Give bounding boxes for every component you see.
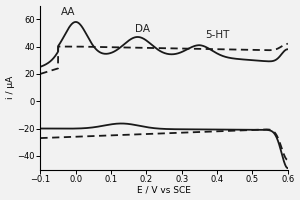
Text: DA: DA xyxy=(135,24,150,34)
Y-axis label: i / μA: i / μA xyxy=(6,76,15,99)
Text: AA: AA xyxy=(61,7,76,17)
Text: 5-HT: 5-HT xyxy=(205,30,229,40)
X-axis label: E / V vs SCE: E / V vs SCE xyxy=(137,185,191,194)
